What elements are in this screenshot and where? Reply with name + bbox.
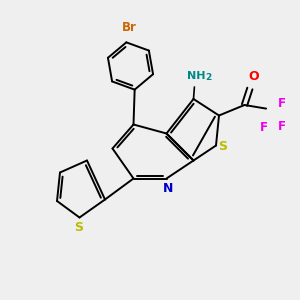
Text: F: F xyxy=(278,120,286,133)
Text: NH: NH xyxy=(187,71,205,81)
Text: S: S xyxy=(74,221,83,234)
Text: O: O xyxy=(248,70,259,83)
Text: F: F xyxy=(278,97,286,110)
Text: F: F xyxy=(260,121,268,134)
Text: 2: 2 xyxy=(205,74,211,82)
Text: N: N xyxy=(163,182,173,195)
Text: Br: Br xyxy=(122,21,137,34)
Text: S: S xyxy=(218,140,227,154)
